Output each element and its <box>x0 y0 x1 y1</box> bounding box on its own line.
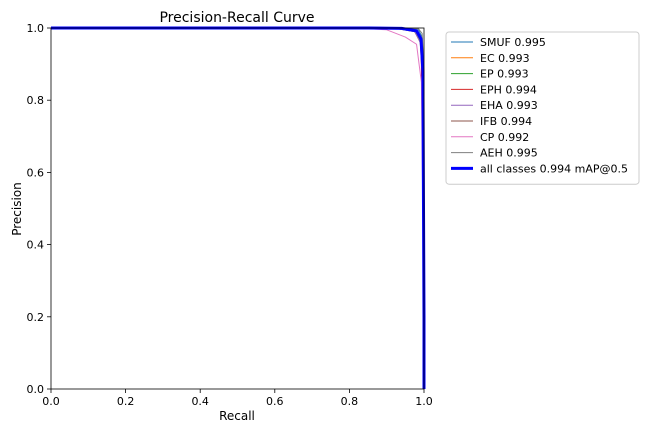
series-lines <box>51 26 426 389</box>
x-tick-label: 0.2 <box>117 395 135 408</box>
plot-area: 0.0 0.2 0.4 0.6 0.8 1.0 0.0 0.2 0.4 0.6 0.8 1.0 <box>27 22 433 408</box>
legend-label-4: EHA 0.993 <box>480 99 538 112</box>
x-tick-label: 0.4 <box>191 395 209 408</box>
plot-frame <box>50 27 425 390</box>
legend-box <box>445 31 640 185</box>
x-tick-label: 0.0 <box>42 395 60 408</box>
legend-label-0: SMUF 0.995 <box>480 36 546 49</box>
legend-label-6: CP 0.992 <box>480 131 529 144</box>
chart-title: Precision-Recall Curve <box>159 10 314 26</box>
y-tick-label: 0.4 <box>27 239 45 252</box>
series-line-6 <box>51 27 425 389</box>
series-line-4 <box>51 27 425 389</box>
y-axis-label: Precision <box>10 182 24 236</box>
x-tick-label: 0.8 <box>341 395 359 408</box>
legend-label-1: EC 0.993 <box>480 52 530 65</box>
y-tick-label: 0.0 <box>27 383 45 396</box>
y-tick-label: 1.0 <box>27 22 45 35</box>
legend-label-8: all classes 0.994 mAP@0.5 <box>480 162 628 175</box>
y-tick-label: 0.6 <box>27 166 45 179</box>
legend-label-2: EP 0.993 <box>480 68 529 81</box>
legend-label-3: EPH 0.994 <box>480 83 537 96</box>
series-line-2 <box>51 27 425 389</box>
series-line-3 <box>51 27 425 389</box>
series-line-0 <box>51 27 425 389</box>
x-tick-label: 0.6 <box>266 395 284 408</box>
y-tick-label: 0.2 <box>27 311 45 324</box>
series-line-5 <box>51 27 425 389</box>
series-line-7 <box>51 27 425 389</box>
y-tick-label: 0.8 <box>27 94 45 107</box>
x-axis-label: Recall <box>219 409 255 423</box>
x-tick-label: 1.0 <box>415 395 433 408</box>
legend-label-7: AEH 0.995 <box>480 147 538 160</box>
series-line-1 <box>51 27 425 389</box>
legend: SMUF 0.995 EC 0.993 EP 0.993 EPH 0.994 EHA 0… <box>445 31 640 185</box>
series-line-8 <box>51 26 426 389</box>
legend-label-5: IFB 0.994 <box>480 115 532 128</box>
